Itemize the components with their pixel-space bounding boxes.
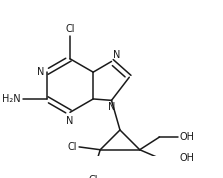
Text: Cl: Cl — [89, 175, 98, 178]
Text: OH: OH — [179, 132, 194, 142]
Text: OH: OH — [179, 153, 194, 163]
Text: H₂N: H₂N — [2, 94, 21, 104]
Text: N: N — [66, 116, 74, 126]
Text: N: N — [113, 50, 120, 60]
Text: Cl: Cl — [65, 24, 75, 34]
Text: N: N — [37, 67, 44, 77]
Text: N: N — [108, 102, 115, 112]
Text: Cl: Cl — [67, 142, 77, 152]
